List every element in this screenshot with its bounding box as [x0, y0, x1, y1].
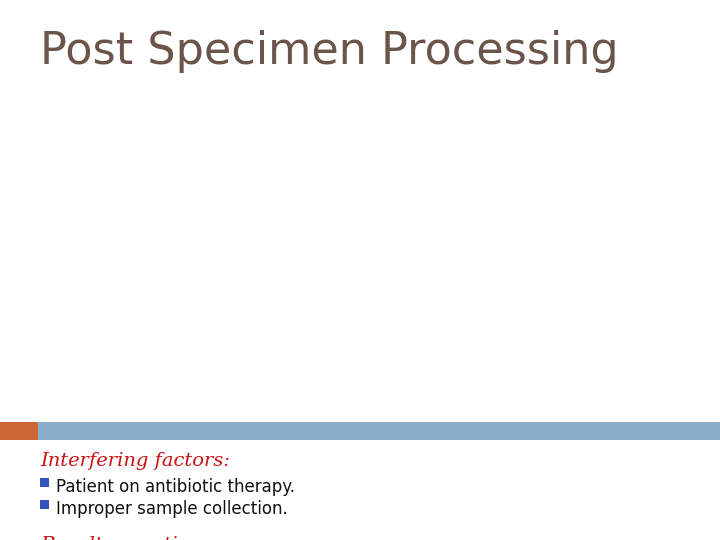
Text: Patient on antibiotic therapy.: Patient on antibiotic therapy. [56, 478, 295, 496]
Bar [38, 422, 720, 440]
Text: Post Specimen Processing: Post Specimen Processing [40, 30, 618, 73]
Bar [40, 478, 49, 487]
Text: Improper sample collection.: Improper sample collection. [56, 500, 288, 518]
Text: Result reporting:: Result reporting: [40, 536, 210, 540]
Bar [40, 500, 49, 509]
Bar [0, 422, 38, 440]
Text: Interfering factors:: Interfering factors: [40, 452, 230, 470]
